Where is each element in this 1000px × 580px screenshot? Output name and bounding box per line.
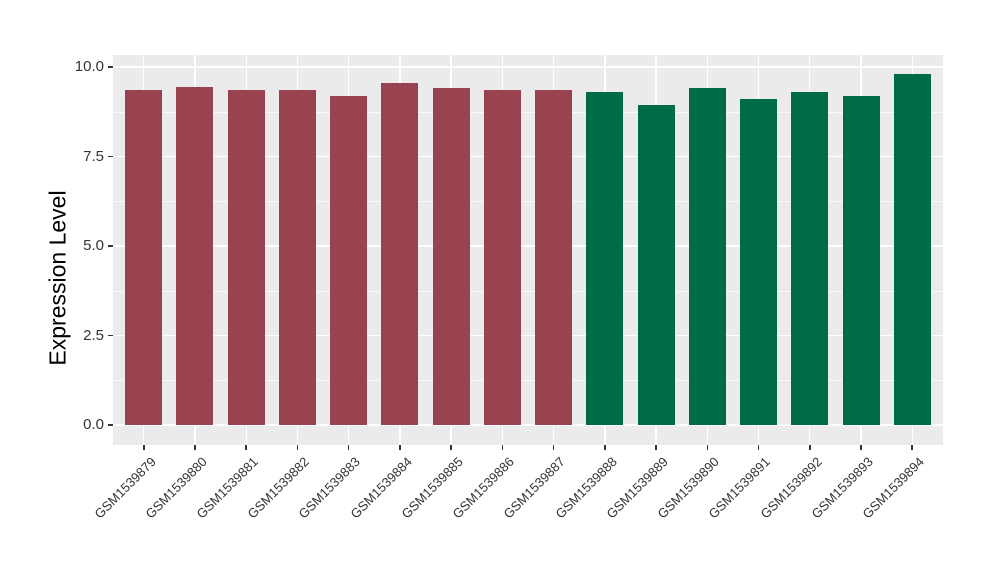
bar-GSM1539879 <box>125 90 163 425</box>
x-tick-mark <box>911 445 914 450</box>
x-tick-mark <box>655 445 657 450</box>
bar-GSM1539892 <box>791 92 829 425</box>
bar-GSM1539889 <box>637 104 675 425</box>
gridline-major-horizontal <box>113 66 943 68</box>
plot-panel <box>113 55 943 445</box>
bar-GSM1539891 <box>740 99 778 425</box>
gridline-major-horizontal <box>113 424 943 426</box>
gridline-minor-horizontal <box>113 111 943 113</box>
gridline-major-horizontal <box>113 334 943 337</box>
x-tick-mark <box>450 445 452 450</box>
y-tick-mark <box>108 424 113 426</box>
x-tick-mark <box>552 445 555 450</box>
bar-GSM1539885 <box>432 88 470 425</box>
gridline-minor-horizontal <box>113 290 943 292</box>
bar-GSM1539881 <box>227 90 265 425</box>
bar-GSM1539884 <box>381 83 419 425</box>
x-tick-mark <box>860 445 862 450</box>
y-tick-mark <box>108 66 113 68</box>
x-tick-mark <box>808 445 811 450</box>
y-tick-label: 10.0 <box>74 58 104 75</box>
y-tick-label: 5.0 <box>83 237 104 254</box>
x-tick-mark <box>296 445 299 450</box>
y-tick-mark <box>108 334 113 337</box>
x-tick-mark <box>142 445 145 450</box>
gridline-minor-horizontal <box>113 201 943 203</box>
bar-GSM1539890 <box>688 88 726 425</box>
bar-GSM1539883 <box>330 95 368 425</box>
y-tick-label: 2.5 <box>83 326 104 344</box>
bar-GSM1539887 <box>535 90 573 425</box>
bar-GSM1539880 <box>176 86 214 425</box>
bar-GSM1539888 <box>586 92 624 425</box>
x-tick-mark <box>757 445 760 450</box>
x-tick-mark <box>347 445 350 450</box>
gridline-major-horizontal <box>113 155 943 158</box>
x-tick-mark <box>706 445 709 450</box>
bar-GSM1539882 <box>278 90 316 425</box>
y-tick-mark <box>108 155 113 158</box>
gridline-minor-horizontal <box>113 380 943 382</box>
y-tick-label: 7.5 <box>83 147 104 165</box>
bar-GSM1539893 <box>842 95 880 425</box>
bar-GSM1539894 <box>893 74 931 425</box>
gridline-major-horizontal <box>113 245 943 247</box>
x-tick-mark <box>604 445 606 450</box>
y-tick-label: 0.0 <box>83 416 104 433</box>
x-tick-mark <box>245 445 247 450</box>
x-tick-mark <box>399 445 401 450</box>
bar-GSM1539886 <box>483 90 521 425</box>
x-tick-mark <box>501 445 504 450</box>
x-tick-mark <box>194 445 196 450</box>
y-tick-mark <box>108 245 113 247</box>
